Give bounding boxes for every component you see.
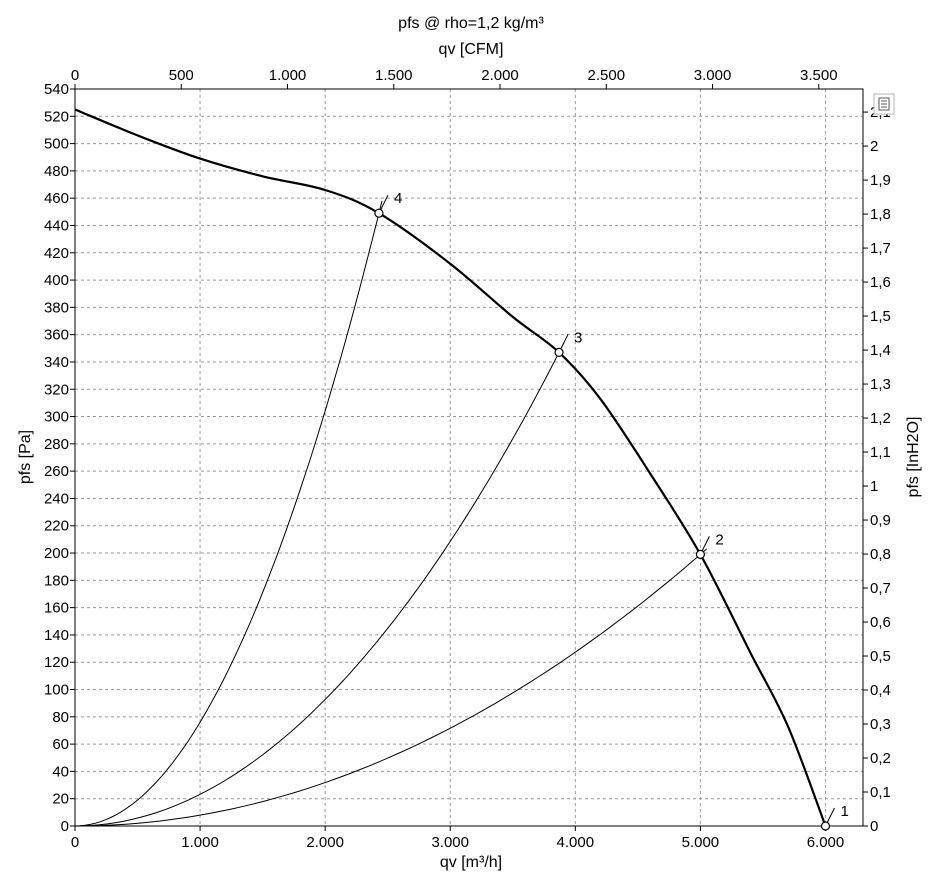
y-tick-label: 240: [44, 490, 69, 507]
y-right-tick-label: 0,1: [870, 784, 891, 801]
x-top-tick-label: 2.500: [588, 67, 626, 84]
y-right-tick-label: 1,4: [870, 342, 891, 359]
operating-point-label: 1: [840, 803, 848, 820]
x-top-tick-label: 0: [71, 67, 79, 84]
y-tick-label: 320: [44, 381, 69, 398]
axes: 0204060801001201401601802002202402602803…: [44, 67, 891, 851]
y-right-tick-label: 0,5: [870, 648, 891, 665]
y-right-tick-label: 1,1: [870, 444, 891, 461]
chart-settings-icon[interactable]: [873, 93, 895, 115]
y-tick-label: 180: [44, 572, 69, 589]
y-right-tick-label: 1: [870, 478, 878, 495]
y-tick-label: 340: [44, 354, 69, 371]
y-tick-label: 100: [44, 682, 69, 699]
operating-point-label: 2: [715, 531, 723, 548]
x-top-tick-label: 1.500: [375, 67, 413, 84]
x-top-axis-label: qv [CFM]: [439, 41, 504, 58]
y-right-tick-label: 1,2: [870, 410, 891, 427]
y-right-tick-label: 0,9: [870, 512, 891, 529]
y-right-tick-label: 0,7: [870, 580, 891, 597]
y-tick-label: 400: [44, 272, 69, 289]
y-tick-label: 80: [52, 709, 69, 726]
y-tick-label: 40: [52, 763, 69, 780]
operating-point-marker: [695, 549, 705, 560]
system-curve-3: [74, 342, 565, 827]
y-right-tick-label: 0,2: [870, 750, 891, 767]
y-tick-label: 200: [44, 545, 69, 562]
x-tick-label: 2.000: [306, 834, 344, 851]
y-tick-label: 500: [44, 136, 69, 153]
y-right-tick-label: 1,8: [870, 206, 891, 223]
curves: [74, 108, 827, 827]
chart-title: pfs @ rho=1,2 kg/m³: [398, 15, 544, 32]
y-right-tick-label: 0,3: [870, 716, 891, 733]
fan-curve: [74, 108, 827, 827]
plot-frame: [74, 88, 864, 827]
y-tick-label: 300: [44, 409, 69, 426]
x-tick-label: 4.000: [557, 834, 595, 851]
operating-point-marker: [554, 347, 564, 358]
y-right-tick-label: 0,8: [870, 546, 891, 563]
x-axis-label: qv [m³/h]: [440, 854, 502, 871]
y-tick-label: 60: [52, 736, 69, 753]
y-tick-label: 0: [61, 818, 69, 835]
y-right-tick-label: 2: [870, 138, 878, 155]
y-tick-label: 160: [44, 600, 69, 617]
x-top-tick-label: 1.000: [269, 67, 307, 84]
y-right-tick-label: 0: [870, 818, 878, 835]
operating-point-label: 3: [574, 329, 582, 346]
y-right-tick-label: 1,9: [870, 172, 891, 189]
y-tick-label: 520: [44, 108, 69, 125]
y-right-tick-label: 1,5: [870, 308, 891, 325]
y-tick-label: 260: [44, 463, 69, 480]
y-tick-label: 420: [44, 245, 69, 262]
x-top-tick-label: 500: [169, 67, 194, 84]
y-tick-label: 20: [52, 791, 69, 808]
y-right-tick-label: 0,4: [870, 682, 891, 699]
y-tick-label: 380: [44, 299, 69, 316]
y-right-tick-label: 1,6: [870, 274, 891, 291]
x-tick-label: 6.000: [807, 834, 845, 851]
grid: [75, 89, 863, 826]
x-tick-label: 0: [71, 834, 79, 851]
y-tick-label: 460: [44, 190, 69, 207]
x-tick-label: 3.000: [431, 834, 469, 851]
y-right-tick-label: 1,7: [870, 240, 891, 257]
y-right-tick-label: 0,6: [870, 614, 891, 631]
x-top-tick-label: 3.000: [694, 67, 732, 84]
x-tick-label: 1.000: [181, 834, 219, 851]
y-tick-label: 140: [44, 627, 69, 644]
system-curve-4: [74, 200, 383, 827]
x-top-tick-label: 3.500: [800, 67, 838, 84]
y-tick-label: 360: [44, 327, 69, 344]
y-tick-label: 120: [44, 654, 69, 671]
operating-points: 1 2 3 4: [374, 190, 849, 831]
y-tick-label: 540: [44, 81, 69, 98]
x-top-tick-label: 2.000: [481, 67, 519, 84]
operating-point-marker: [820, 821, 831, 831]
y-tick-label: 220: [44, 518, 69, 535]
system-curve-2: [74, 548, 708, 827]
operating-point-marker: [374, 208, 384, 218]
x-tick-label: 5.000: [682, 834, 720, 851]
y-axis-label: pfs [Pa]: [17, 430, 34, 484]
y-right-tick-label: 1,3: [870, 376, 891, 393]
y-tick-label: 440: [44, 217, 69, 234]
operating-point-label: 4: [394, 190, 402, 207]
y-right-axis-label: pfs [InH2O]: [905, 417, 922, 498]
y-tick-label: 480: [44, 163, 69, 180]
y-tick-label: 280: [44, 436, 69, 453]
